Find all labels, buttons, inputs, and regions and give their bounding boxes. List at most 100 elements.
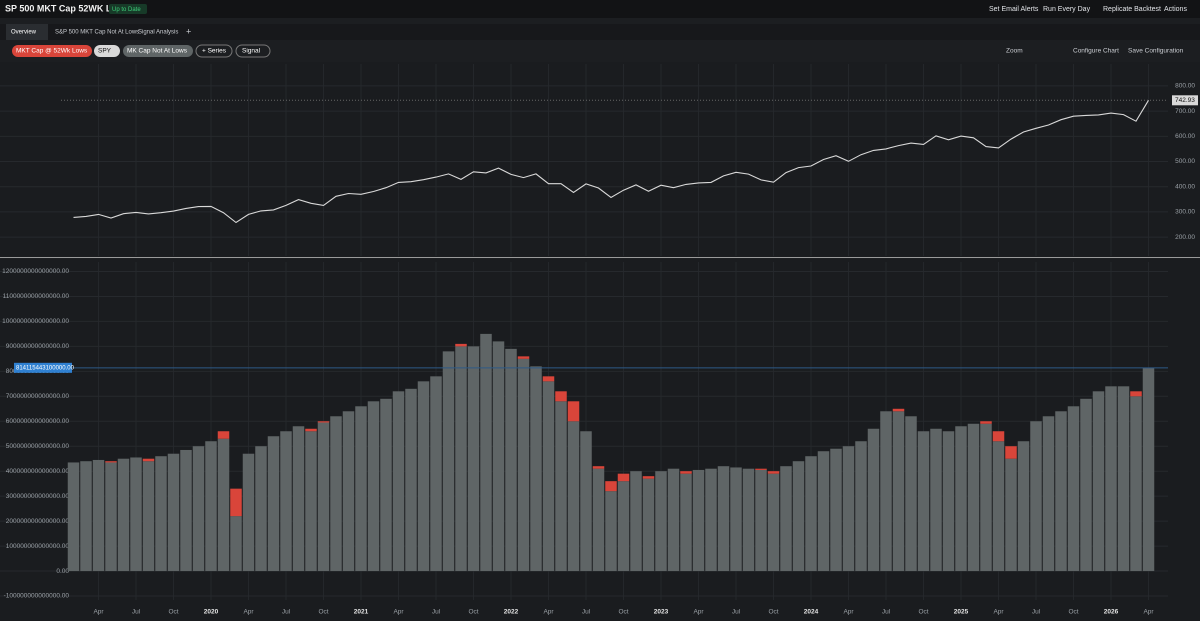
x-tick-label: Oct: [168, 609, 178, 616]
bar-segment: [792, 461, 805, 572]
toolbar-button[interactable]: Configure Chart: [1073, 48, 1119, 55]
y-tick-label: 1100000000000000.00: [3, 293, 70, 300]
y-tick-label: 100000000000000.00: [6, 543, 70, 550]
y-tick-label: 1000000000000000.00: [2, 318, 69, 325]
bar-segment: [1067, 406, 1080, 572]
x-tick-label: 2020: [204, 609, 219, 616]
x-tick-label: Apr: [843, 609, 854, 616]
x-tick-label: 2022: [504, 609, 519, 616]
bar-segment: [1080, 398, 1092, 572]
x-tick-label: Jul: [582, 609, 591, 616]
legend-pill[interactable]: [123, 45, 193, 57]
last-value-box: [1172, 95, 1198, 106]
y-tick-label: 500000000000000.00: [6, 443, 70, 450]
signal-button[interactable]: [235, 44, 271, 58]
bar-segment: [955, 426, 967, 572]
bar-segment: [342, 411, 355, 572]
tab-active[interactable]: [6, 24, 48, 40]
bar-segment: [655, 471, 667, 572]
bar-segment: [142, 458, 155, 462]
bar-segment: [430, 376, 442, 572]
bar-segment: [230, 488, 242, 517]
bar-segment: [442, 351, 455, 572]
series-button-text[interactable]: + Series: [202, 48, 227, 55]
bar-segment: [305, 428, 317, 432]
bar-segment: [1017, 441, 1030, 572]
bar-segment: [117, 458, 130, 572]
tab[interactable]: Overview: [11, 30, 37, 36]
legend-label[interactable]: SPY: [98, 48, 112, 55]
y-tick-label: 1200000000000000.00: [2, 268, 69, 275]
bar-segment: [255, 446, 267, 572]
bar-segment: [805, 456, 817, 572]
bar-segment: [867, 428, 880, 572]
bar-segment: [605, 481, 617, 492]
y-tick-label: 400000000000000.00: [6, 468, 70, 475]
bar-segment: [680, 473, 692, 572]
page-title: SP 500 MKT Cap 52WK Lows: [5, 3, 129, 13]
bar-segment: [980, 421, 992, 424]
bar-segment: [967, 423, 980, 572]
toolbar-button[interactable]: Zoom: [1006, 48, 1023, 55]
bar-segment: [930, 428, 942, 572]
bar-segment: [105, 461, 117, 463]
tab[interactable]: S&P 500 MKT Cap Not At Lows: [55, 30, 139, 36]
y-tick-label: 400.00: [1175, 183, 1195, 190]
bar-segment: [380, 398, 392, 572]
bar-segment: [680, 471, 692, 474]
bar-segment: [555, 391, 567, 402]
bar-segment: [405, 388, 417, 572]
bar-segment: [617, 473, 630, 482]
bar-segment: [992, 441, 1005, 572]
bar-segment: [855, 441, 867, 572]
toolbar-button[interactable]: Save Configuration: [1128, 48, 1184, 55]
bar-segment: [267, 436, 280, 572]
bar-segment: [180, 449, 192, 572]
bar-segment: [592, 468, 605, 572]
bar-segment: [67, 462, 80, 572]
bar-segment: [142, 461, 155, 572]
bar-segment: [767, 473, 780, 572]
signal-button-text[interactable]: Signal: [242, 48, 261, 55]
legend-pill[interactable]: [12, 45, 92, 57]
legend-label[interactable]: MK Cap Not At Lows: [127, 48, 188, 55]
bar-segment: [230, 516, 242, 572]
legend-label[interactable]: MKT Cap @ 52Wk Lows: [16, 48, 88, 55]
header-action[interactable]: Replicate Backtest: [1103, 6, 1161, 13]
bar-segment: [1130, 396, 1142, 572]
bar-segment: [517, 358, 530, 572]
legend-pill[interactable]: [94, 45, 120, 57]
bar-segment: [880, 411, 892, 572]
bar-segment: [205, 441, 217, 572]
bar-segment: [305, 431, 317, 572]
bar-segment: [455, 343, 467, 347]
bar-segment: [692, 469, 705, 572]
bar-segment: [1117, 386, 1130, 572]
series-button[interactable]: [195, 44, 233, 58]
x-tick-label: Jul: [432, 609, 441, 616]
bar-segment: [317, 421, 330, 423]
bar-segment: [467, 346, 480, 572]
x-tick-label: 2024: [804, 609, 819, 616]
tab[interactable]: Signal Analysis: [138, 30, 178, 36]
bar-segment: [542, 376, 555, 382]
bar-segment: [830, 448, 842, 572]
bar-segment: [642, 476, 655, 479]
y-tick-label: 500.00: [1175, 158, 1195, 165]
x-tick-label: Jul: [882, 609, 891, 616]
header-action[interactable]: Set Email Alerts: [989, 6, 1039, 13]
header-action[interactable]: Run Every Day: [1043, 6, 1091, 13]
bar-segment: [555, 401, 567, 572]
bar-segment: [917, 431, 930, 572]
bar-segment: [292, 426, 305, 572]
bar-segment: [367, 401, 380, 572]
bar-segment: [592, 466, 605, 469]
add-tab[interactable]: +: [186, 26, 191, 36]
bar-segment: [392, 391, 405, 572]
bar-segment: [167, 453, 180, 572]
bar-segment: [530, 366, 542, 572]
y-tick-label: 300000000000000.00: [6, 493, 70, 500]
bar-segment: [905, 416, 917, 572]
header-action[interactable]: Actions: [1164, 6, 1187, 13]
y-tick-label: -100000000000000.00: [4, 593, 70, 600]
